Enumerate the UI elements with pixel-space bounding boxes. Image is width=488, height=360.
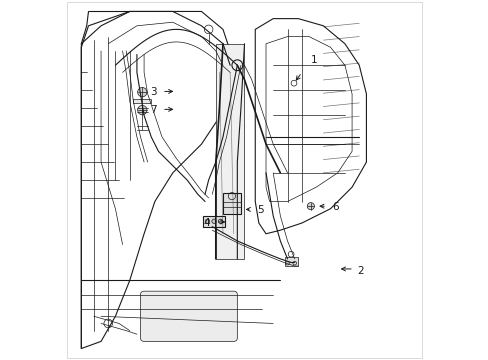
Text: 7: 7: [149, 105, 156, 115]
Circle shape: [205, 219, 209, 224]
Polygon shape: [203, 216, 224, 226]
Polygon shape: [133, 99, 151, 103]
FancyBboxPatch shape: [140, 291, 237, 341]
Text: 3: 3: [149, 87, 156, 97]
Circle shape: [306, 203, 314, 210]
Circle shape: [137, 87, 147, 97]
Text: 5: 5: [257, 206, 264, 216]
Polygon shape: [284, 257, 297, 266]
Circle shape: [137, 105, 147, 115]
Text: 2: 2: [357, 266, 364, 276]
Text: 1: 1: [310, 55, 317, 65]
Text: 6: 6: [332, 202, 339, 212]
Circle shape: [211, 219, 216, 224]
Polygon shape: [223, 193, 241, 214]
Text: 4: 4: [203, 218, 210, 228]
Circle shape: [218, 219, 222, 224]
Polygon shape: [215, 44, 244, 259]
